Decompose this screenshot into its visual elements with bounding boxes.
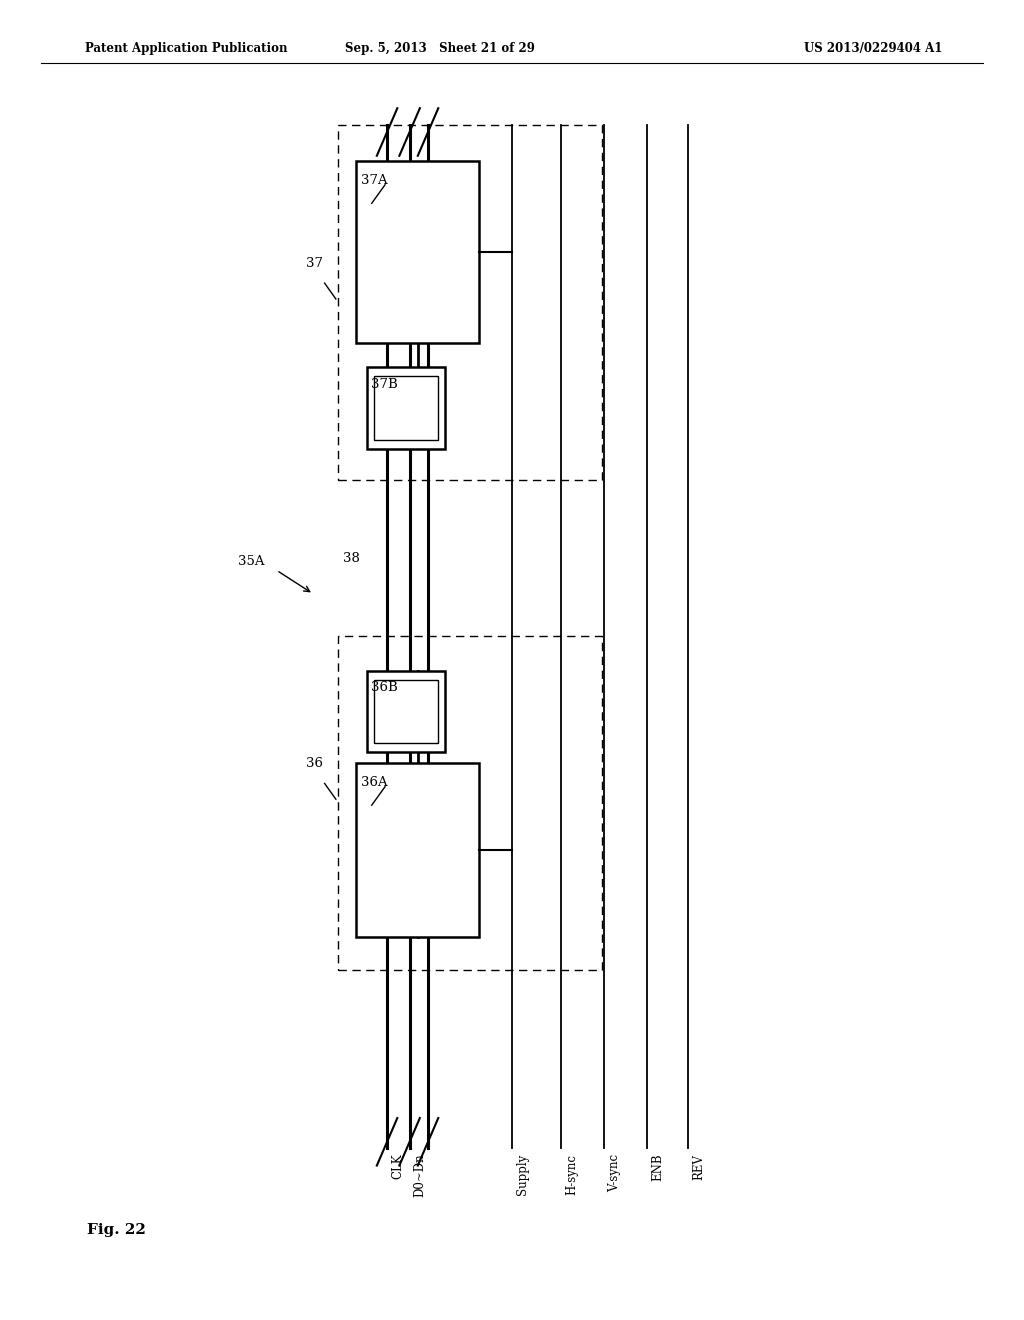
Text: US 2013/0229404 A1: US 2013/0229404 A1: [804, 42, 942, 55]
Text: 37B: 37B: [371, 378, 397, 391]
Text: V-sync: V-sync: [608, 1154, 622, 1192]
Bar: [356, 161, 479, 343]
Text: 36A: 36A: [361, 776, 388, 789]
Text: 35A: 35A: [238, 554, 264, 568]
Text: 37A: 37A: [361, 174, 388, 187]
Text: CLK: CLK: [391, 1154, 404, 1179]
Text: 36B: 36B: [371, 681, 397, 694]
Text: ENB: ENB: [651, 1154, 665, 1181]
Bar: [374, 376, 438, 440]
Bar: [338, 125, 602, 480]
Text: Supply: Supply: [516, 1154, 529, 1195]
Text: Fig. 22: Fig. 22: [87, 1224, 145, 1237]
Bar: [356, 763, 479, 937]
Text: D0~Dn: D0~Dn: [414, 1154, 427, 1197]
Bar: [367, 367, 445, 449]
Text: Sep. 5, 2013   Sheet 21 of 29: Sep. 5, 2013 Sheet 21 of 29: [345, 42, 536, 55]
Text: 36: 36: [305, 758, 323, 770]
Text: Patent Application Publication: Patent Application Publication: [85, 42, 288, 55]
Bar: [374, 680, 438, 743]
Text: 37: 37: [305, 257, 323, 269]
Text: REV: REV: [692, 1154, 706, 1180]
Text: 38: 38: [343, 552, 359, 565]
Text: H-sync: H-sync: [565, 1154, 579, 1195]
Bar: [338, 636, 602, 970]
Bar: [367, 671, 445, 752]
